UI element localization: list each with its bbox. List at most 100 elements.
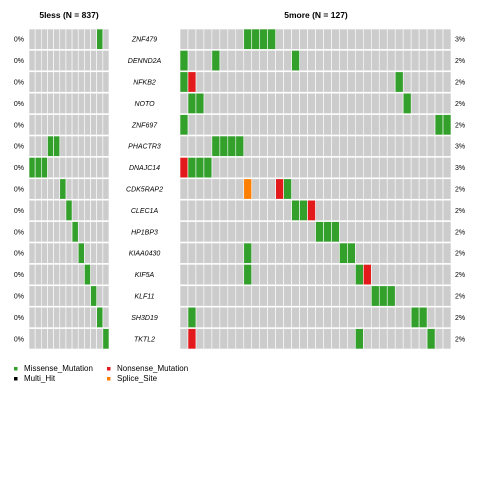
cell-5more-znf479-7: [235, 28, 245, 50]
cell-5more-znf697-15: [299, 114, 308, 136]
cell-5more-dennd2a-32: [434, 50, 444, 72]
cell-5less-tktl2-2: [41, 328, 48, 350]
cell-5more-znf479-23: [363, 28, 372, 50]
cell-5more-znf479-3: [203, 28, 213, 50]
cell-5more-znf479-15: [299, 28, 308, 50]
cell-5more-dennd2a-27: [394, 50, 404, 72]
cell-5more-klf11-27: [394, 285, 404, 307]
cell-5more-sh3d19-5: [219, 306, 229, 328]
cell-5less-clec1a-12: [102, 199, 110, 221]
cell-5more-sh3d19-8: [243, 306, 253, 328]
cell-5more-dnajc14-30: [418, 157, 428, 179]
cell-5more-kiaa0430-17: [315, 242, 324, 264]
cell-5more-noto-26: [386, 92, 396, 114]
cell-5more-kif5a-7: [235, 264, 245, 286]
cell-5more-tktl2-24: [370, 328, 380, 350]
cell-5more-znf697-2: [195, 114, 205, 136]
cell-5more-kif5a-11: [267, 264, 276, 286]
cell-5more-znf479-4: [211, 28, 221, 50]
gene-label-tktl2: TKTL2: [134, 336, 155, 343]
cell-5less-hp1bp3-8: [77, 221, 85, 243]
mutation-5less-dnajc14-2: [41, 157, 48, 179]
mutation-5more-noto-1: [187, 92, 197, 114]
cell-5less-nfkb2-12: [102, 71, 110, 93]
cell-5more-dennd2a-30: [418, 50, 428, 72]
cell-5less-noto-7: [71, 92, 79, 114]
cell-5more-nfkb2-8: [243, 71, 253, 93]
cell-5more-znf479-12: [275, 28, 284, 50]
mutation-5less-cdk5rap2-5: [59, 178, 67, 200]
cell-5less-znf479-8: [77, 28, 85, 50]
cell-5less-clec1a-11: [96, 199, 104, 221]
gene-label-phactr3: PHACTR3: [128, 144, 161, 151]
cell-5more-znf697-17: [315, 114, 324, 136]
cell-5more-dennd2a-28: [402, 50, 412, 72]
mutation-5more-nfkb2-27: [394, 71, 404, 93]
cell-5more-hp1bp3-28: [402, 221, 412, 243]
cell-5more-sh3d19-2: [195, 306, 205, 328]
cell-5more-kiaa0430-33: [442, 242, 452, 264]
cell-5more-clec1a-5: [219, 199, 229, 221]
cell-5less-kif5a-7: [71, 264, 79, 286]
cell-5more-clec1a-0: [179, 199, 189, 221]
cell-5less-kif5a-5: [59, 264, 67, 286]
cell-5more-phactr3-17: [315, 135, 324, 157]
cell-5more-hp1bp3-5: [219, 221, 229, 243]
cell-5more-kif5a-31: [426, 264, 436, 286]
cell-5more-kiaa0430-2: [195, 242, 205, 264]
cell-5more-nfkb2-23: [363, 71, 372, 93]
cell-5less-znf479-2: [41, 28, 48, 50]
cell-5more-kif5a-17: [315, 264, 324, 286]
cell-5less-klf11-6: [65, 285, 73, 307]
cell-5less-dennd2a-0: [28, 50, 36, 72]
cell-5less-clec1a-10: [90, 199, 97, 221]
cell-5more-dennd2a-29: [410, 50, 420, 72]
cell-5less-sh3d19-4: [53, 306, 61, 328]
cell-5more-dennd2a-23: [363, 50, 372, 72]
cell-5more-dennd2a-20: [339, 50, 348, 72]
cell-5less-nfkb2-5: [59, 71, 67, 93]
legend-label-splice-site: Splice_Site: [117, 374, 158, 383]
cell-5more-cdk5rap2-33: [442, 178, 452, 200]
cell-5more-nfkb2-9: [251, 71, 261, 93]
cell-5less-cdk5rap2-7: [71, 178, 79, 200]
cell-5more-znf479-16: [307, 28, 316, 50]
cell-5more-tktl2-17: [315, 328, 324, 350]
gene-label-clec1a: CLEC1A: [131, 208, 159, 215]
cell-5more-znf697-12: [275, 114, 284, 136]
cell-5more-nfkb2-32: [434, 71, 444, 93]
cell-5more-dnajc14-21: [347, 157, 356, 179]
mutation-5more-cdk5rap2-12: [275, 178, 284, 200]
cell-5more-dnajc14-20: [339, 157, 348, 179]
cell-5more-clec1a-10: [259, 199, 268, 221]
cell-5more-znf697-30: [418, 114, 428, 136]
cell-5more-sh3d19-6: [227, 306, 237, 328]
cell-5more-hp1bp3-15: [299, 221, 308, 243]
cell-5more-sh3d19-26: [386, 306, 396, 328]
cell-5more-dennd2a-26: [386, 50, 396, 72]
cell-5more-hp1bp3-10: [259, 221, 268, 243]
cell-5more-tktl2-0: [179, 328, 189, 350]
mutation-5more-dnajc14-2: [195, 157, 205, 179]
mutation-5more-clec1a-14: [291, 199, 300, 221]
pct-label-5more-nfkb2: 2%: [455, 80, 465, 87]
cell-5more-cdk5rap2-28: [402, 178, 412, 200]
cell-5more-noto-12: [275, 92, 284, 114]
pct-label-5less-kif5a: 0%: [14, 272, 24, 279]
cell-5more-sh3d19-4: [211, 306, 221, 328]
cell-5more-znf697-16: [307, 114, 316, 136]
mutation-5more-znf697-33: [442, 114, 452, 136]
cell-5more-kiaa0430-31: [426, 242, 436, 264]
cell-5more-phactr3-21: [347, 135, 356, 157]
cell-5more-sh3d19-27: [394, 306, 404, 328]
legend-label-multi-hit: Multi_Hit: [24, 374, 56, 383]
cell-5more-phactr3-28: [402, 135, 412, 157]
cell-5more-kif5a-15: [299, 264, 308, 286]
cell-5more-phactr3-25: [378, 135, 388, 157]
cell-5more-nfkb2-21: [347, 71, 356, 93]
mutation-5more-noto-28: [402, 92, 412, 114]
cell-5less-dennd2a-10: [90, 50, 97, 72]
mutation-5less-sh3d19-11: [96, 306, 104, 328]
legend-swatch-multi-hit: [14, 377, 18, 381]
